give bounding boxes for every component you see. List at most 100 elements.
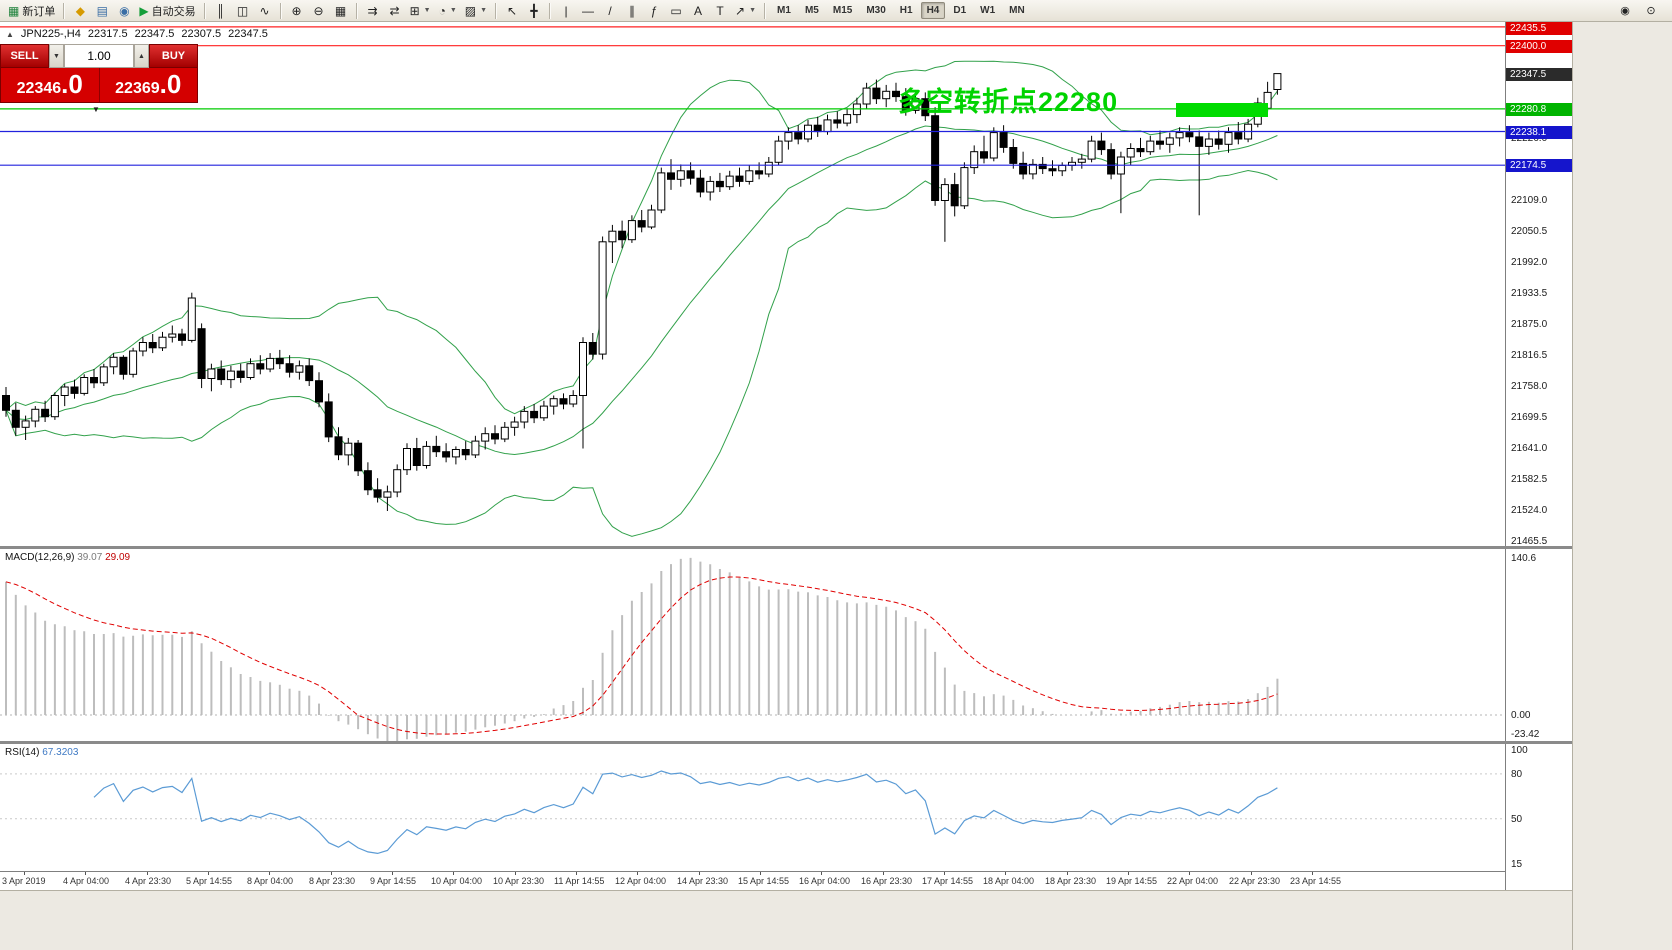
toolbar-separator — [495, 2, 498, 19]
indicators-icon: ⊞ — [409, 3, 420, 18]
buy-price-int: 22369 — [115, 80, 160, 97]
navigator-button[interactable]: ◉ — [113, 2, 135, 20]
metaeditor-button[interactable]: ◆ — [69, 2, 91, 20]
cursor-button[interactable]: ↖ — [501, 2, 523, 20]
trendline-button[interactable]: / — [599, 2, 621, 20]
buy-button[interactable]: BUY — [149, 44, 198, 68]
new-order-button[interactable]: ▦ 新订单 — [4, 2, 59, 20]
time-axis-tick — [147, 872, 148, 875]
time-axis-tick — [699, 872, 700, 875]
text-button[interactable]: A — [687, 2, 709, 20]
price-axis-label: 21582.5 — [1511, 474, 1548, 485]
timeframe-m1-button[interactable]: M1 — [777, 5, 791, 16]
arrows-button[interactable]: ↗ ▼ — [731, 2, 760, 20]
panel-divider-macd[interactable] — [0, 546, 1572, 549]
grid-button[interactable]: ▦ — [330, 2, 352, 20]
shapes-icon: ▭ — [670, 3, 682, 18]
trade-panel-collapse-arrow[interactable]: ▼ — [92, 105, 100, 114]
timeframe-w1-button[interactable]: W1 — [980, 5, 996, 16]
zoom-in-button[interactable]: ⊕ — [286, 2, 308, 20]
level-price-badge: 22400.0 — [1506, 40, 1572, 53]
timeframe-m30-button[interactable]: M30 — [866, 5, 886, 16]
horizontal-line-button[interactable]: — — [577, 2, 599, 20]
bar-chart-mode-button[interactable]: ║ — [210, 2, 232, 20]
chart-annotation-text[interactable]: 多空转折点22280 — [898, 87, 1119, 117]
timeframe-d1-button[interactable]: D1 — [953, 5, 967, 16]
time-axis-tick — [576, 872, 577, 875]
sell-button[interactable]: SELL — [0, 44, 49, 68]
toolbar: ▦ 新订单 ◆ ▤ ◉ ▶ 自动交易 ║ ◫ ∿ ⊕ ⊖ ▦ ⇉ ⇄ ⊞ ▼ ◔ ▼ ▨ ▼ ↖ ╋ | — / ∥ ƒ ▭ A T ↗ ▼ M1… — [0, 0, 1672, 22]
vertical-line-button[interactable]: | — [555, 2, 577, 20]
arrows-icon: ↗ — [735, 3, 746, 18]
sell-price[interactable]: 22346.0 — [1, 68, 99, 102]
chevron-down-icon: ▼ — [449, 7, 457, 14]
macd-panel-canvas[interactable] — [0, 549, 1505, 741]
chevron-down-icon: ▼ — [749, 7, 757, 14]
time-axis-label: 18 Apr 04:00 — [983, 876, 1035, 886]
timeframe-m5-button[interactable]: M5 — [804, 5, 819, 16]
text-icon: A — [694, 3, 703, 18]
text-label-icon: T — [716, 3, 724, 18]
text-label-button[interactable]: T — [709, 2, 731, 20]
timeframe-group: M1 M5 M15 M30 H1 H4 D1 W1 MN — [770, 2, 1032, 19]
zoom-out-button[interactable]: ⊖ — [308, 2, 330, 20]
ohlc-low: 22307.5 — [181, 28, 222, 40]
time-axis-label: 15 Apr 14:55 — [738, 876, 790, 886]
rsi-panel-canvas[interactable] — [0, 744, 1505, 871]
auto-scroll-button[interactable]: ⇉ — [362, 2, 384, 20]
timeframe-m15-button[interactable]: M15 — [832, 5, 853, 16]
chart-shift-button[interactable]: ⇄ — [384, 2, 406, 20]
rsi-axis-label: 80 — [1511, 769, 1523, 780]
time-axis-tick — [1251, 872, 1252, 875]
time-axis-label: 16 Apr 04:00 — [799, 876, 851, 886]
ohlc-high: 22347.5 — [134, 28, 175, 40]
volume-input[interactable] — [64, 44, 134, 68]
time-axis-tick — [453, 872, 454, 875]
macd-axis-label: 0.00 — [1511, 710, 1531, 721]
indicators-button[interactable]: ⊞ ▼ — [406, 2, 435, 20]
templates-button[interactable]: ▨ ▼ — [461, 2, 491, 20]
timeframe-h4-button[interactable]: H4 — [920, 2, 946, 19]
buy-price[interactable]: 22369.0 — [98, 68, 198, 102]
chart-window[interactable]: ▲ JPN225-,H4 22317.5 22347.5 22307.5 223… — [0, 22, 1572, 890]
shapes-button[interactable]: ▭ — [665, 2, 687, 20]
equidistant-channel-button[interactable]: ∥ — [621, 2, 643, 20]
time-axis[interactable]: 3 Apr 2019 4 Apr 04:00 4 Apr 23:30 5 Apr 14… — [0, 871, 1505, 890]
community-icon[interactable]: ◉ — [1620, 5, 1630, 17]
time-axis-tick — [24, 872, 25, 875]
volume-decrease-button[interactable]: ▼ — [49, 44, 64, 68]
price-axis-label: 22050.5 — [1511, 226, 1548, 237]
line-chart-mode-button[interactable]: ∿ — [254, 2, 276, 20]
price-axis-label: 21992.0 — [1511, 257, 1548, 268]
highlight-rectangle[interactable] — [1176, 103, 1268, 117]
panel-divider-rsi[interactable] — [0, 741, 1572, 744]
periods-icon: ◔ — [438, 3, 446, 18]
new-order-label: 新订单 — [22, 5, 56, 18]
macd-axis-label: 140.6 — [1511, 553, 1537, 564]
toolbar-separator — [63, 2, 66, 19]
vertical-line-icon: | — [564, 3, 568, 18]
timeframe-h1-button[interactable]: H1 — [899, 5, 913, 16]
time-axis-tick — [637, 872, 638, 875]
macd-main-value: 39.07 — [77, 552, 103, 563]
time-axis-tick — [1067, 872, 1068, 875]
main-chart-canvas[interactable] — [0, 24, 1505, 546]
search-icon[interactable]: ⊙ — [1646, 5, 1656, 17]
price-axis-label: 21758.0 — [1511, 381, 1548, 392]
candlestick-mode-button[interactable]: ◫ — [232, 2, 254, 20]
rsi-indicator-label: RSI(14) 67.3203 — [5, 747, 78, 758]
time-axis-label: 10 Apr 23:30 — [493, 876, 545, 886]
time-axis-label: 23 Apr 14:55 — [1290, 876, 1342, 886]
chevron-down-icon: ▼ — [423, 7, 431, 14]
periods-button[interactable]: ◔ ▼ — [435, 2, 461, 20]
timeframe-mn-button[interactable]: MN — [1009, 5, 1025, 16]
fibonacci-button[interactable]: ƒ — [643, 2, 665, 20]
volume-increase-button[interactable]: ▲ — [134, 44, 149, 68]
zoom-in-icon: ⊕ — [291, 3, 302, 18]
price-axis[interactable]: 22284.522226.022167.522109.022050.521992… — [1505, 22, 1572, 890]
market-watch-button[interactable]: ▤ — [91, 2, 113, 20]
chart-title: ▲ JPN225-,H4 22317.5 22347.5 22307.5 223… — [6, 28, 268, 40]
auto-trading-button[interactable]: ▶ 自动交易 — [135, 2, 199, 20]
ohlc-close: 22347.5 — [228, 28, 268, 40]
crosshair-button[interactable]: ╋ — [523, 2, 545, 20]
